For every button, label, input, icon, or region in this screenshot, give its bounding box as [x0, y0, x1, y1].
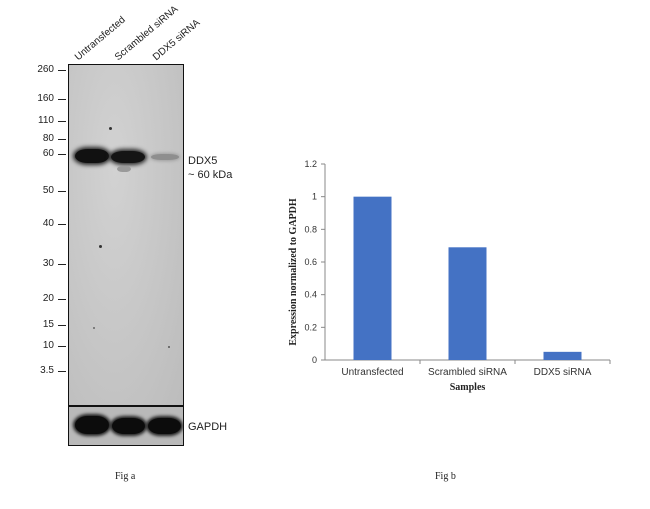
bar [543, 351, 582, 360]
mw-label: 40 [42, 218, 54, 229]
mw-tick [58, 346, 66, 347]
mw-label: 20 [42, 293, 54, 304]
mw-tick [58, 99, 66, 100]
blot-speck [109, 127, 112, 130]
mw-label: 15 [42, 319, 54, 330]
figure-b-caption: Fig b [435, 471, 456, 482]
x-tick-label: Scrambled siRNA [428, 367, 507, 378]
mw-label: 60 [42, 148, 54, 159]
blot-panel-gapdh [68, 406, 184, 446]
y-tick-label: 0.2 [304, 322, 317, 332]
bar-chart: 0 0.2 0.4 0.6 0.8 1 1.2 Untransfected Scrambled … [288, 159, 611, 393]
bar [353, 196, 392, 360]
mw-tick [58, 70, 66, 71]
target-label-ddx5: DDX5 [188, 155, 218, 167]
mw-label: 3.5 [40, 365, 54, 376]
mw-label: 160 [37, 93, 54, 104]
y-tick-label: 1 [312, 192, 317, 202]
target-label-size: ~ 60 kDa [188, 169, 233, 181]
x-tick-label: DDX5 siRNA [534, 367, 592, 378]
y-tick-label: 1.2 [304, 159, 317, 169]
mw-tick [58, 371, 66, 372]
blot-panel-ddx5 [68, 64, 184, 406]
gapdh-band-scrambled-sirna [112, 418, 145, 434]
mw-label: 30 [42, 258, 54, 269]
y-tick-label: 0.6 [304, 257, 317, 267]
mw-tick [58, 139, 66, 140]
mw-tick [58, 264, 66, 265]
x-tick-label: Untransfected [341, 367, 403, 378]
y-tick-label: 0 [312, 355, 317, 365]
mw-tick [58, 224, 66, 225]
mw-tick [58, 154, 66, 155]
ddx5-band-scrambled-sirna [111, 151, 145, 163]
gapdh-band-untransfected [75, 416, 109, 434]
ddx5-band-untransfected [75, 149, 109, 163]
y-tick-label: 0.8 [304, 224, 317, 234]
gapdh-band-ddx5-sirna [148, 418, 181, 434]
ddx5-band-ddx5-sirna [151, 154, 179, 160]
blot-speck [93, 327, 95, 329]
y-axis-title: Expression normalized to GAPDH [288, 198, 299, 346]
faint-band [117, 166, 131, 172]
mw-label: 10 [42, 340, 54, 351]
y-tick-label: 0.4 [304, 290, 317, 300]
mw-label: 50 [42, 185, 54, 196]
bar [448, 247, 487, 360]
mw-tick [58, 121, 66, 122]
figure-a-caption: Fig a [115, 471, 136, 482]
blot-speck [168, 346, 170, 348]
lane-label-scrambled-sirna: Scrambled siRNA [112, 3, 181, 64]
mw-label: 80 [42, 133, 54, 144]
mw-tick [58, 191, 66, 192]
mw-tick [58, 299, 66, 300]
blot-speck [99, 245, 102, 248]
mw-label: 110 [38, 115, 54, 126]
x-axis-title: Samples [450, 382, 486, 393]
mw-label: 260 [37, 64, 54, 75]
mw-tick [58, 325, 66, 326]
loading-control-label: GAPDH [188, 421, 228, 433]
